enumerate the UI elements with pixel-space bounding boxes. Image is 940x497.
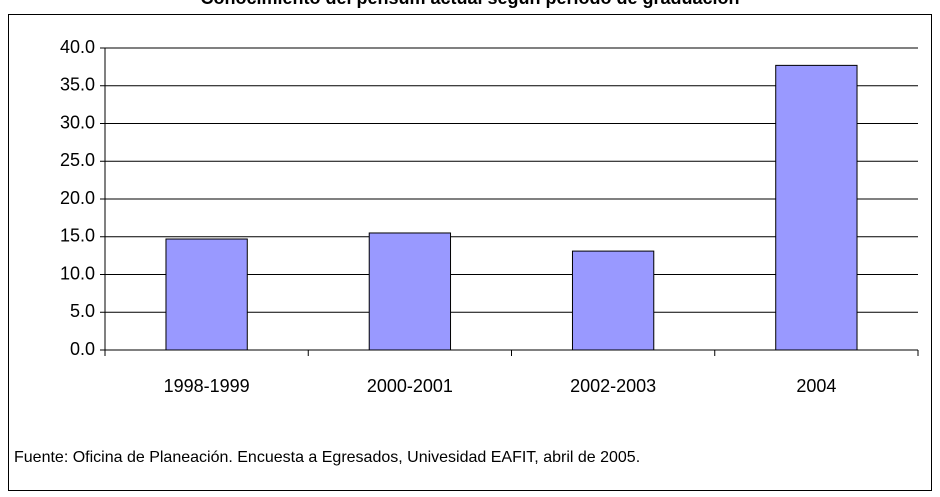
bar: [775, 64, 858, 351]
x-tick-label: 1998-1999: [164, 376, 250, 396]
y-tick-label: 10.0: [60, 263, 95, 283]
bar: [368, 232, 452, 351]
y-tick-label: 30.0: [60, 112, 95, 132]
x-tick-label: 2004: [796, 376, 836, 396]
bar: [571, 250, 655, 351]
bar: [165, 238, 248, 351]
source-note: Fuente: Oficina de Planeación. Encuesta …: [14, 449, 640, 466]
y-tick-label: 0.0: [70, 339, 95, 359]
x-tick-label: 2000-2001: [367, 376, 453, 396]
x-tick-label: 2002-2003: [570, 376, 656, 396]
y-tick-label: 35.0: [60, 75, 95, 95]
y-tick-label: 5.0: [70, 301, 95, 321]
y-tick-label: 25.0: [60, 150, 95, 170]
y-tick-label: 40.0: [60, 37, 95, 57]
y-tick-label: 15.0: [60, 226, 95, 246]
y-tick-label: 20.0: [60, 188, 95, 208]
chart-title: Conocimiento del pensum actual según per…: [200, 0, 739, 8]
